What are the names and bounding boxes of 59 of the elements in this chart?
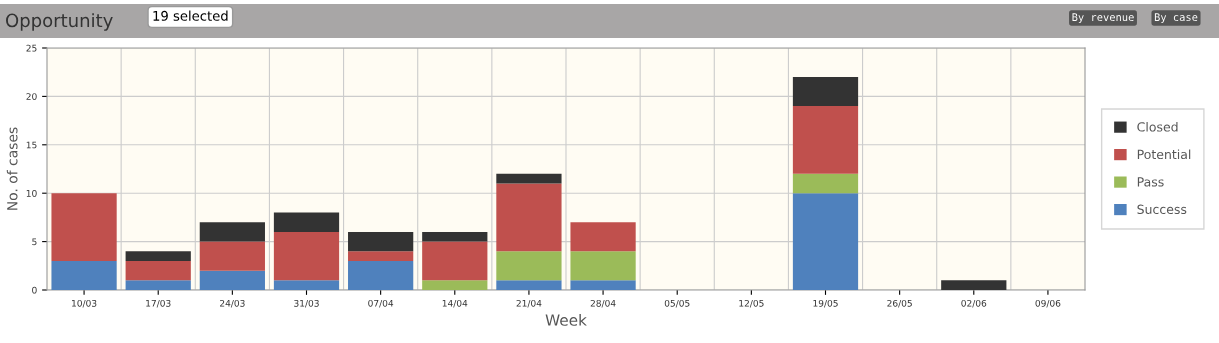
bar	[570, 222, 636, 252]
bar	[496, 251, 562, 281]
y-tick-label: 20	[26, 93, 37, 100]
bar	[348, 231, 414, 252]
x-tick-label: 21/04	[516, 299, 542, 308]
x-tick-label: 05/05	[664, 299, 690, 308]
bar	[51, 260, 117, 290]
bar	[422, 231, 488, 242]
x-axis-title: Week	[545, 314, 587, 326]
x-tick-label: 31/03	[294, 299, 319, 308]
bar	[941, 280, 1007, 290]
x-tick-label: 24/03	[220, 299, 245, 308]
bar	[51, 193, 117, 261]
bar	[570, 280, 636, 290]
x-tick-label: 26/05	[887, 299, 912, 308]
bar	[125, 260, 191, 281]
bar	[792, 173, 859, 194]
y-axis-title: No. of cases	[6, 127, 18, 210]
bar	[496, 280, 562, 290]
chart-title: Opportunity	[6, 13, 113, 31]
bar	[792, 77, 859, 107]
bar	[273, 212, 340, 232]
bar	[496, 183, 562, 252]
bar	[496, 173, 562, 184]
bar	[199, 241, 265, 271]
x-tick-label: 02/06	[961, 299, 987, 308]
y-tick-label: 25	[26, 44, 37, 52]
bar	[792, 193, 859, 290]
legend-label: Pass	[1137, 177, 1164, 187]
x-tick-label: 14/04	[442, 299, 468, 308]
x-tick-label: 07/04	[368, 299, 394, 308]
bar	[199, 222, 265, 242]
legend-label: Success	[1137, 204, 1187, 215]
legend-label: Closed	[1137, 121, 1178, 132]
x-tick-label: 10/03	[72, 299, 97, 308]
bar	[422, 241, 488, 281]
x-tick-label: 17/03	[146, 299, 171, 308]
bar	[570, 251, 636, 281]
bar	[273, 231, 340, 281]
y-tick-label: 0	[32, 286, 37, 294]
x-tick-label: 19/05	[813, 299, 838, 308]
x-tick-label: 28/04	[590, 299, 616, 308]
bar	[125, 280, 191, 290]
y-tick-label: 15	[26, 141, 37, 149]
bar	[348, 260, 414, 290]
x-tick-label: 12/05	[739, 299, 764, 308]
x-tick-label: 09/06	[1035, 299, 1061, 308]
legend-label: Potential	[1137, 149, 1191, 160]
bar	[273, 280, 340, 290]
y-tick-label: 5	[32, 238, 37, 246]
y-tick-label: 10	[26, 189, 37, 197]
bar	[125, 251, 191, 261]
bar	[792, 106, 859, 174]
text: By case	[1154, 13, 1198, 24]
bar	[199, 270, 265, 290]
bar	[348, 251, 414, 261]
bar	[422, 280, 488, 290]
text: By revenue	[1072, 13, 1134, 24]
text: 19 selected	[153, 10, 228, 21]
